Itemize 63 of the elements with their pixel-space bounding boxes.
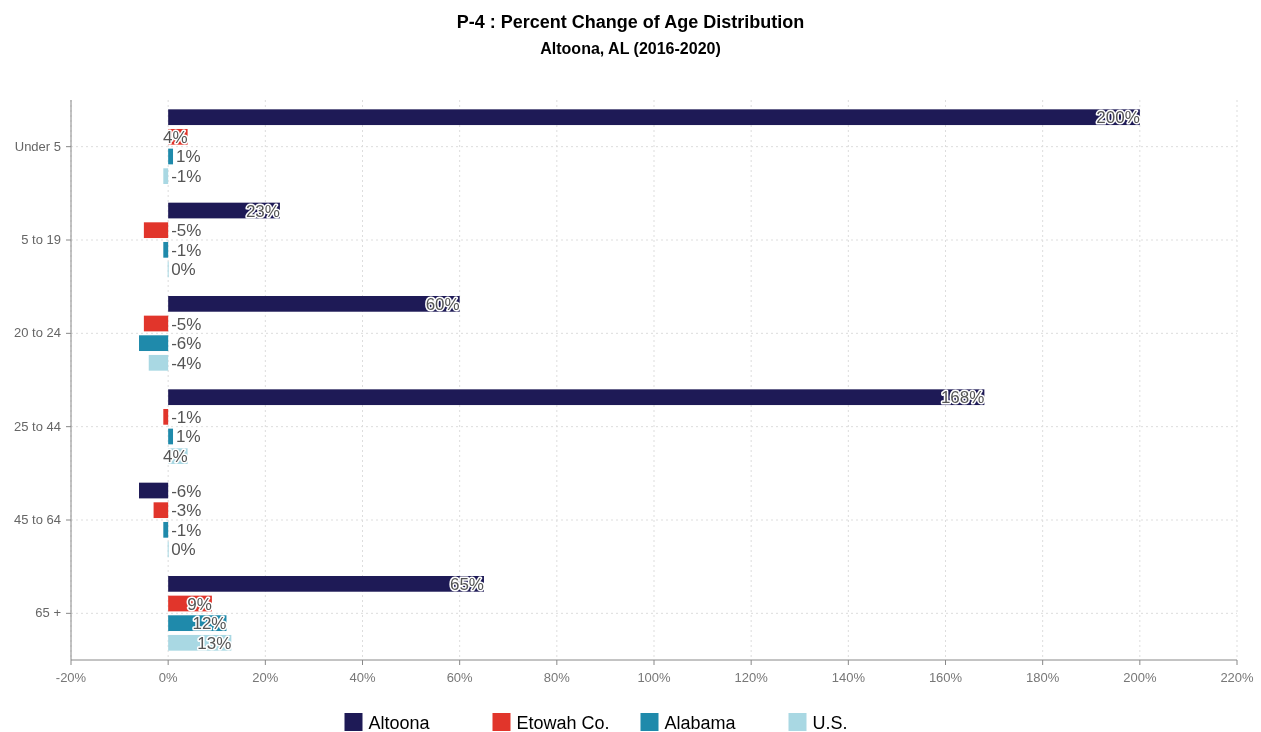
legend-label: Altoona bbox=[368, 713, 431, 732]
bar bbox=[143, 222, 169, 239]
x-tick-label: 220% bbox=[1220, 670, 1255, 685]
bar bbox=[153, 502, 169, 519]
x-tick-label: 40% bbox=[349, 670, 376, 685]
data-label: 13% bbox=[197, 633, 232, 653]
data-label: 12% bbox=[192, 614, 227, 634]
x-tick-label: 60% bbox=[446, 670, 474, 685]
data-label: -3% bbox=[171, 501, 202, 521]
x-tick-label: 80% bbox=[543, 670, 571, 685]
bar bbox=[163, 408, 169, 425]
data-label: -5% bbox=[171, 221, 202, 241]
bar bbox=[168, 148, 174, 165]
bar bbox=[139, 482, 169, 499]
data-label: -5% bbox=[171, 314, 202, 334]
y-tick-label: 65 + bbox=[35, 605, 61, 621]
x-tick-label: 0% bbox=[158, 670, 178, 685]
y-tick-label: 45 to 64 bbox=[14, 512, 61, 527]
data-label: -4% bbox=[171, 353, 202, 373]
data-label: 168% bbox=[940, 388, 985, 408]
y-tick-label: 20 to 24 bbox=[14, 325, 61, 341]
x-tick-label: 200% bbox=[1123, 670, 1157, 685]
data-label: -1% bbox=[171, 167, 202, 187]
bar bbox=[168, 576, 484, 592]
bar bbox=[168, 296, 460, 312]
data-label: 0% bbox=[171, 260, 196, 280]
data-label: -1% bbox=[171, 407, 202, 427]
data-label: 0% bbox=[171, 540, 196, 560]
x-tick-label: 180% bbox=[1026, 670, 1060, 685]
bar bbox=[139, 335, 169, 352]
chart-subtitle: Altoona, AL (2016-2020) bbox=[540, 40, 721, 57]
y-tick-label: 25 to 44 bbox=[14, 418, 61, 434]
y-tick-label: 5 to 19 bbox=[21, 232, 61, 247]
legend-label: Etowah Co. bbox=[516, 713, 610, 732]
legend-label: U.S. bbox=[812, 713, 848, 732]
data-label: -1% bbox=[171, 240, 202, 260]
bar bbox=[168, 109, 1140, 126]
x-tick-label: 120% bbox=[734, 670, 769, 685]
data-label: 65% bbox=[449, 574, 484, 594]
bar bbox=[163, 521, 169, 538]
bar bbox=[168, 428, 174, 445]
data-label: -6% bbox=[171, 334, 202, 354]
bar bbox=[148, 354, 169, 371]
data-label: 60% bbox=[425, 294, 460, 314]
data-label: -1% bbox=[171, 520, 202, 540]
x-tick-label: -20% bbox=[55, 670, 87, 685]
y-tick-label: Under 5 bbox=[14, 138, 61, 154]
data-label: 200% bbox=[1096, 108, 1140, 128]
data-label: 1% bbox=[176, 147, 201, 167]
x-tick-label: 140% bbox=[831, 670, 866, 685]
x-tick-label: 100% bbox=[637, 670, 672, 685]
data-label: 1% bbox=[176, 427, 201, 447]
x-tick-label: 20% bbox=[252, 670, 279, 685]
bar bbox=[168, 389, 985, 406]
x-tick-label: 160% bbox=[928, 670, 963, 685]
bar bbox=[163, 241, 169, 258]
bar bbox=[163, 168, 169, 184]
data-label: -6% bbox=[171, 481, 202, 501]
chart-title: P-4 : Percent Change of Age Distribution bbox=[456, 12, 805, 32]
data-label: 9% bbox=[187, 594, 212, 614]
data-label: 23% bbox=[245, 201, 280, 221]
bar bbox=[143, 315, 169, 332]
legend-label: Alabama bbox=[664, 713, 737, 732]
